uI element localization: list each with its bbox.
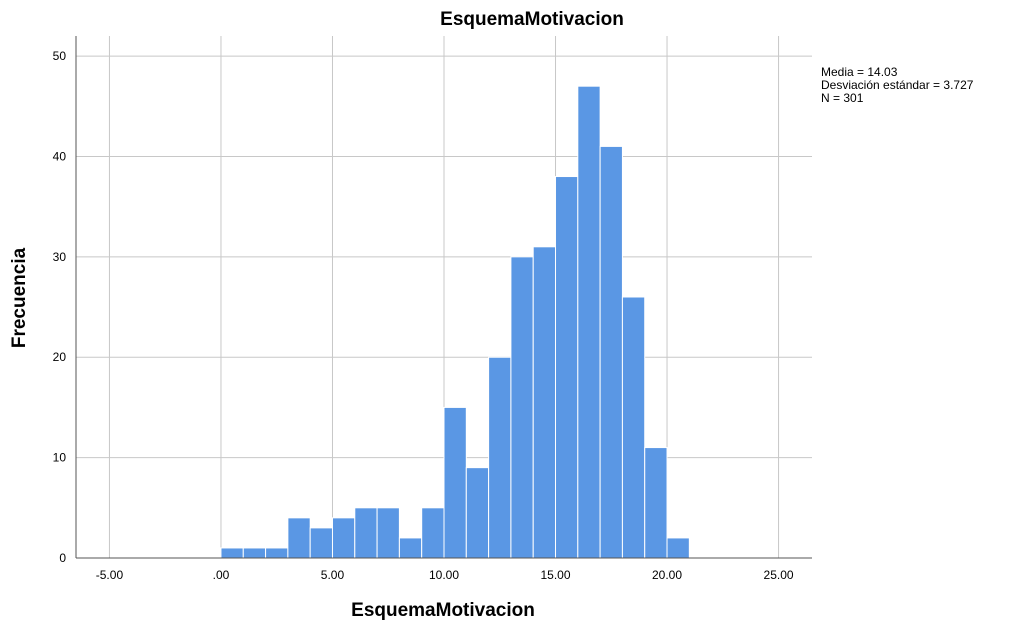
histogram-bar — [488, 356, 512, 559]
y-tick-label: 0 — [59, 551, 66, 565]
histogram-bar — [242, 547, 267, 559]
histogram-bar — [532, 246, 557, 559]
histogram-bar — [510, 256, 534, 559]
x-tick-label: 5.00 — [321, 568, 345, 582]
y-axis-title: Frecuencia — [9, 247, 30, 348]
histogram-bar — [666, 537, 690, 559]
histogram-bar — [376, 507, 400, 559]
histogram-bar — [577, 85, 601, 559]
x-tick-label: 20.00 — [652, 568, 682, 582]
histogram-bar — [309, 527, 333, 559]
y-tick-label: 30 — [53, 250, 67, 264]
histogram-bar — [443, 406, 467, 559]
histogram-bar — [287, 517, 311, 559]
chart-title: EsquemaMotivacion — [440, 9, 624, 30]
histogram-bar — [621, 296, 646, 559]
y-tick-label: 40 — [53, 149, 67, 163]
y-tick-label: 20 — [53, 350, 67, 364]
x-tick-label: 15.00 — [540, 568, 570, 582]
histogram-bar — [265, 547, 289, 559]
y-tick-label: 10 — [53, 451, 67, 465]
histogram-bar — [398, 537, 423, 559]
y-tick-labels: 0 10 20 30 40 50 — [53, 49, 67, 565]
x-tick-label: .00 — [213, 568, 230, 582]
x-tick-label: -5.00 — [96, 568, 124, 582]
n-label: N = 301 — [821, 91, 864, 105]
histogram-bar — [465, 467, 490, 559]
histogram-bars — [220, 85, 690, 559]
mean-label: Media = 14.03 — [821, 65, 898, 79]
x-tick-label: 10.00 — [429, 568, 459, 582]
histogram-bar — [599, 145, 623, 559]
statistics-box: Media = 14.03 Desviación estándar = 3.72… — [821, 65, 974, 105]
histogram-bar — [220, 547, 244, 559]
x-tick-label: 25.00 — [764, 568, 794, 582]
std-dev-label: Desviación estándar = 3.727 — [821, 78, 974, 92]
histogram-bar — [354, 507, 378, 559]
histogram-bar — [644, 447, 668, 559]
histogram-bar — [555, 176, 579, 559]
x-tick-labels: -5.00 .00 5.00 10.00 15.00 20.00 25.00 — [96, 568, 794, 582]
x-axis-title: EsquemaMotivacion — [351, 600, 535, 621]
y-tick-label: 50 — [53, 49, 67, 63]
histogram-bar — [331, 517, 356, 559]
histogram-bar — [421, 507, 445, 559]
